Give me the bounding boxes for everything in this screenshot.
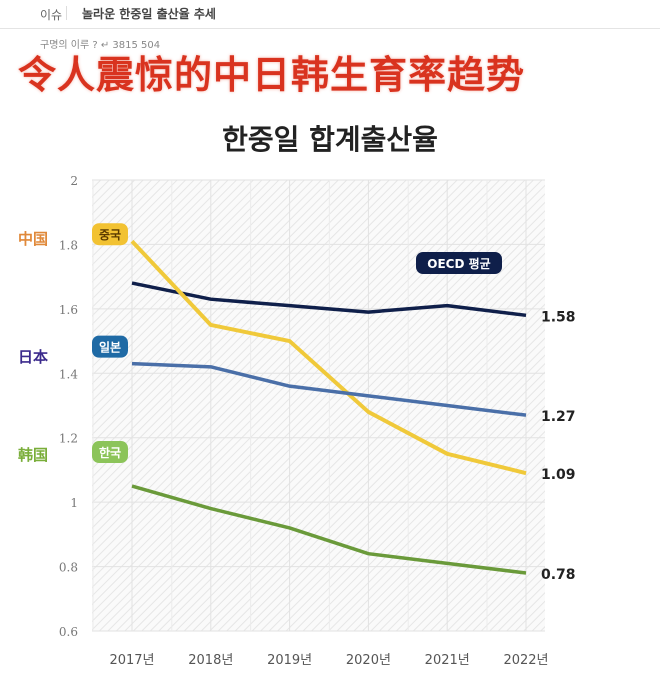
legend-badge-label: 중국: [99, 228, 121, 242]
series-line: [131, 281, 527, 318]
plot-area: [92, 180, 545, 631]
x-tick-label: 2020년: [346, 653, 391, 668]
meta-line: 구명의 이루 ? ↵ 3815 504: [40, 40, 161, 51]
series-중국: 1.09 중국: [92, 223, 576, 483]
side-label-japan: 日本: [18, 348, 49, 366]
legend-badge: [92, 223, 128, 246]
end-value-label: 0.78: [541, 567, 576, 583]
series-line: [131, 361, 527, 417]
legend-badge: [92, 441, 128, 464]
y-tick-label: 0.6: [59, 625, 78, 639]
y-tick-label: 2: [70, 174, 78, 188]
end-value-label: 1.27: [541, 409, 576, 425]
end-value-label: 1.09: [541, 467, 576, 483]
series-line: [130, 239, 527, 476]
chart-title: 한중일 합계출산율: [222, 123, 438, 156]
y-tick-label: 1.6: [59, 303, 78, 317]
y-tick-label: 1: [70, 496, 78, 510]
category-link[interactable]: 이슈: [40, 8, 63, 22]
divider: [66, 6, 67, 20]
legend-badge-label: OECD 평균: [427, 257, 490, 271]
legend-badge-label: 일본: [99, 341, 121, 355]
y-tick-label: 1.2: [59, 432, 78, 446]
y-tick-label: 0.8: [59, 561, 78, 575]
x-tick-label: 2021년: [425, 653, 470, 668]
end-value-label: 1.58: [541, 309, 576, 325]
x-tick-label: 2017년: [109, 653, 154, 668]
series-OECD 평균: 1.58 OECD 평균: [131, 252, 576, 325]
side-label-korea: 韩国: [18, 446, 49, 464]
headline: 令人震惊的中日韩生育率趋势: [18, 53, 526, 97]
x-tick-label: 2018년: [188, 653, 233, 668]
series-한국: 0.78 한국: [92, 441, 576, 583]
x-tick-label: 2019년: [267, 653, 312, 668]
x-tick-label: 2022년: [503, 653, 548, 668]
legend-badge-label: 한국: [99, 445, 121, 460]
series-line: [131, 484, 527, 575]
legend-badge: [92, 335, 128, 358]
y-tick-label: 1.4: [59, 367, 78, 381]
series-일본: 1.27 일본: [92, 335, 576, 425]
legend-badge: [416, 252, 502, 274]
y-tick-label: 1.8: [59, 238, 78, 252]
top-bar: 이슈 놀라운 한중일 출산율 추세: [0, 0, 660, 29]
side-label-china: 中国: [18, 230, 49, 248]
article-title: 놀라운 한중일 출산율 추세: [82, 7, 216, 21]
